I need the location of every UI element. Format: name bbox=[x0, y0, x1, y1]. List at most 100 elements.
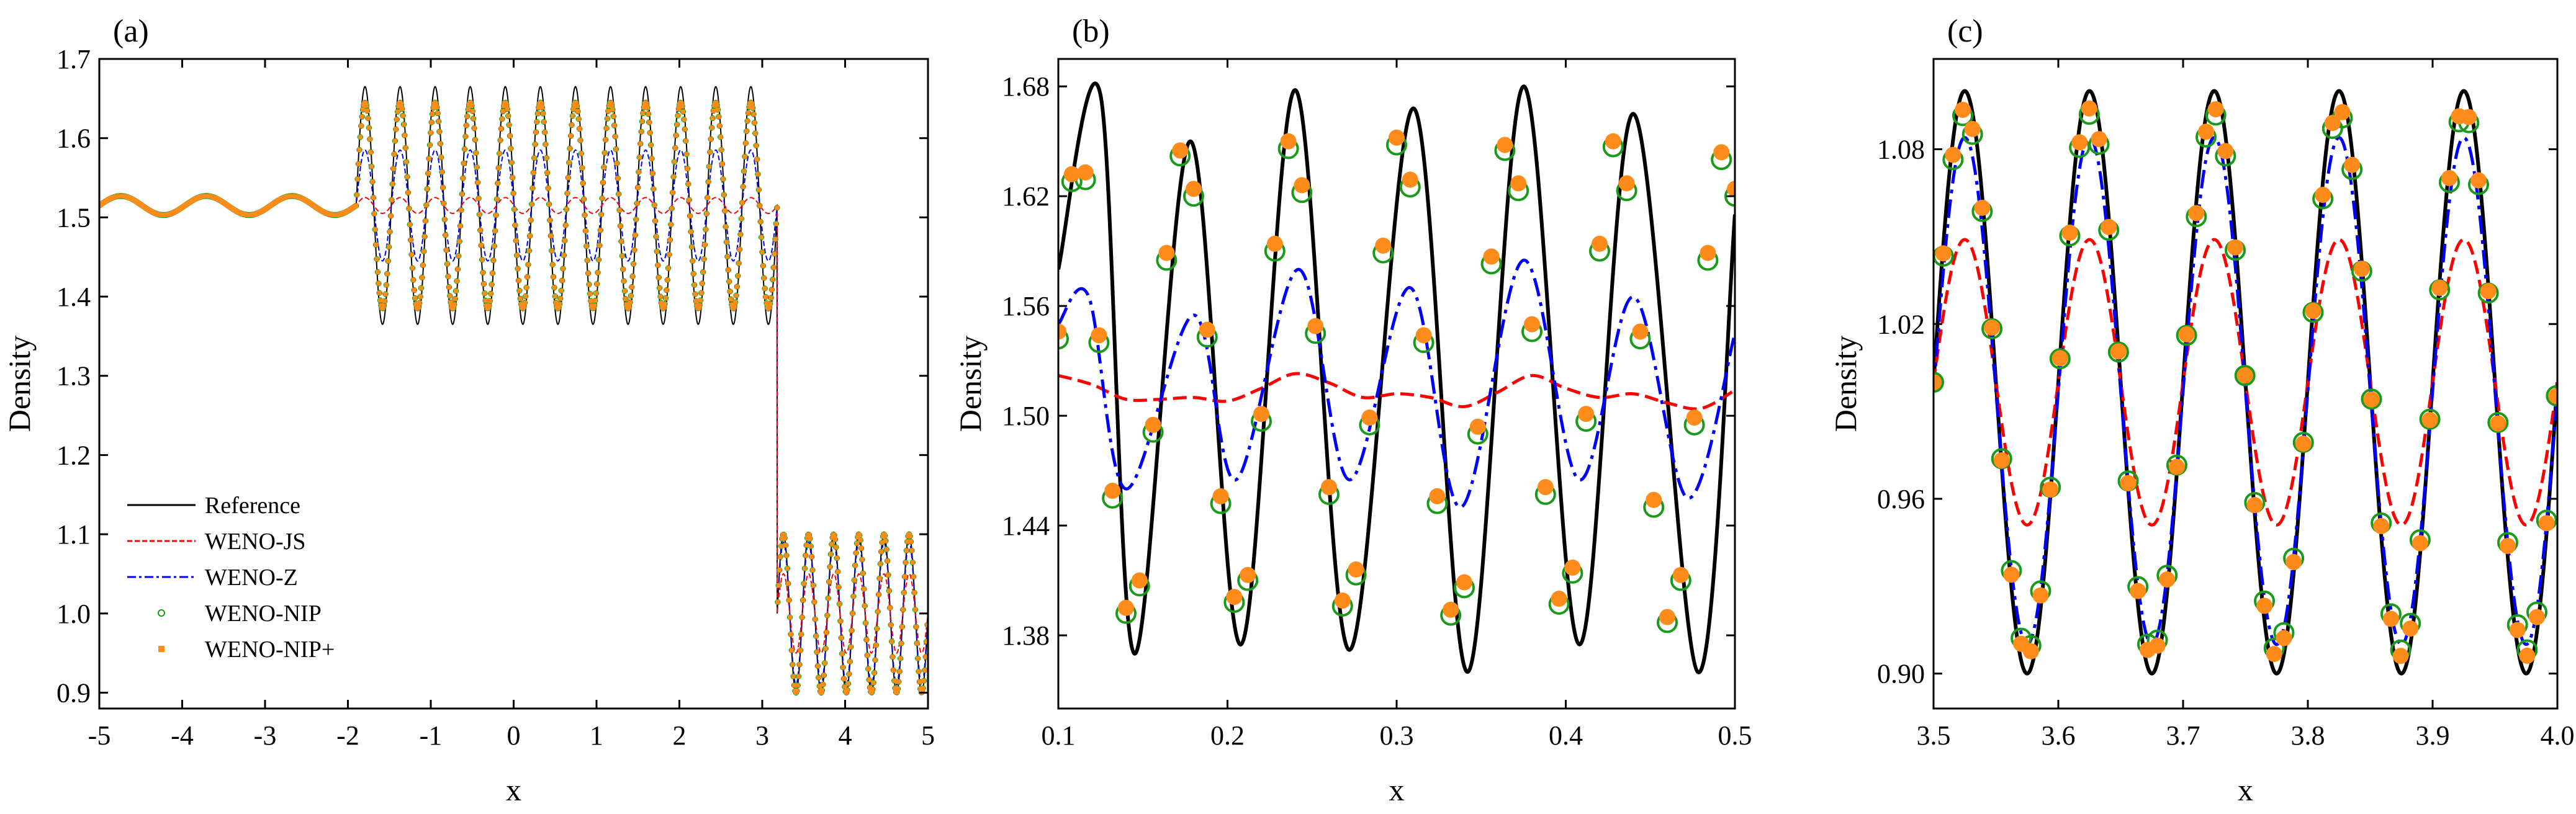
marker-wenonip bbox=[420, 262, 426, 269]
marker-wenonipplus bbox=[872, 670, 877, 675]
marker-wenonipplus bbox=[459, 192, 464, 197]
marker-wenonip bbox=[409, 265, 416, 271]
marker-wenonip bbox=[666, 251, 672, 258]
marker-wenonipplus bbox=[604, 126, 609, 131]
marker-wenonipplus bbox=[596, 257, 601, 262]
x-tick-label: 0.5 bbox=[1718, 720, 1752, 751]
marker-wenonipplus bbox=[783, 543, 788, 548]
marker-wenonipplus bbox=[517, 288, 522, 293]
marker-wenonip bbox=[549, 248, 555, 254]
marker-wenonipplus bbox=[639, 129, 644, 134]
marker-wenonipplus bbox=[354, 192, 359, 197]
marker-wenonipplus bbox=[649, 143, 654, 148]
marker-wenonipplus bbox=[448, 300, 453, 305]
marker-wenonipplus bbox=[826, 596, 831, 601]
marker-wenonipplus bbox=[754, 143, 759, 148]
marker-wenonipplus bbox=[575, 109, 580, 114]
plot-area bbox=[1934, 89, 2557, 676]
marker-wenonip bbox=[567, 133, 574, 139]
marker-wenonipplus bbox=[505, 107, 510, 112]
marker-wenonipplus bbox=[583, 228, 588, 233]
marker-wenonip bbox=[790, 661, 796, 668]
marker-wenonipplus bbox=[809, 554, 814, 559]
legend-swatch bbox=[158, 609, 165, 617]
marker-wenonipplus bbox=[791, 674, 796, 679]
legend-item-wenoz: WENO-Z bbox=[127, 565, 298, 591]
marker-wenonipplus bbox=[363, 101, 368, 105]
marker-wenonip bbox=[708, 125, 715, 131]
marker-wenonipplus bbox=[515, 253, 520, 257]
marker-wenonip bbox=[801, 580, 807, 587]
marker-wenonipplus bbox=[541, 119, 546, 124]
marker-wenonipplus bbox=[652, 202, 657, 207]
marker-wenonipplus bbox=[439, 154, 444, 159]
marker-wenonipplus bbox=[781, 532, 786, 537]
marker-wenonip bbox=[516, 287, 523, 294]
marker-wenonip bbox=[370, 194, 377, 201]
marker-wenonip bbox=[771, 251, 778, 257]
x-tick-label: 0.2 bbox=[1210, 720, 1245, 751]
marker-wenonipplus bbox=[796, 674, 801, 679]
marker-wenonipplus bbox=[723, 224, 728, 229]
marker-wenonip bbox=[668, 221, 674, 228]
marker-wenonip bbox=[770, 264, 777, 271]
marker-wenonipplus bbox=[558, 296, 563, 301]
marker-wenonip bbox=[412, 295, 418, 302]
marker-wenonipplus bbox=[803, 553, 808, 558]
marker-wenonipplus bbox=[663, 296, 668, 301]
marker-wenonipplus bbox=[825, 613, 830, 618]
marker-wenonip bbox=[529, 185, 536, 192]
marker-wenonip bbox=[826, 579, 832, 585]
marker-wenonip bbox=[638, 128, 644, 135]
x-tick-label: -2 bbox=[336, 720, 359, 751]
marker-wenonipplus bbox=[853, 563, 858, 568]
marker-wenonipplus bbox=[476, 196, 481, 201]
marker-wenonip bbox=[759, 249, 765, 256]
marker-wenonip bbox=[740, 184, 746, 190]
marker-wenonipplus bbox=[518, 296, 523, 301]
marker-wenonipplus bbox=[870, 687, 875, 692]
marker-wenonip bbox=[872, 657, 878, 663]
marker-wenonipplus bbox=[515, 266, 520, 271]
marker-wenonipplus bbox=[875, 609, 880, 614]
marker-wenonipplus bbox=[395, 109, 400, 114]
marker-wenonipplus bbox=[388, 213, 393, 218]
y-tick-label: 1.0 bbox=[56, 599, 91, 629]
marker-wenonip bbox=[462, 133, 469, 140]
marker-wenonipplus bbox=[425, 187, 430, 192]
marker-wenonip bbox=[541, 119, 547, 125]
marker-wenonipplus bbox=[474, 150, 479, 155]
marker-wenonip bbox=[809, 567, 816, 573]
marker-wenonipplus bbox=[832, 537, 837, 542]
marker-wenonipplus bbox=[524, 285, 529, 290]
marker-wenonip bbox=[473, 150, 479, 156]
marker-wenonip bbox=[2176, 324, 2197, 346]
marker-wenonipplus bbox=[799, 632, 804, 637]
marker-wenonipplus bbox=[459, 208, 464, 213]
marker-wenonipplus bbox=[491, 258, 496, 263]
marker-wenonipplus bbox=[533, 142, 538, 147]
marker-wenonipplus bbox=[421, 249, 426, 254]
marker-wenonip bbox=[665, 265, 672, 271]
marker-wenonipplus bbox=[2120, 475, 2137, 491]
marker-wenonipplus bbox=[2061, 225, 2078, 241]
marker-wenonipplus bbox=[721, 192, 726, 197]
marker-wenonipplus bbox=[744, 128, 749, 133]
series-line-reference bbox=[1058, 81, 1735, 674]
marker-wenonip bbox=[461, 160, 467, 166]
marker-wenonipplus bbox=[532, 156, 537, 161]
marker-wenonipplus bbox=[719, 147, 724, 152]
marker-wenonip bbox=[383, 282, 390, 288]
marker-wenonipplus bbox=[773, 237, 778, 242]
marker-wenonipplus bbox=[571, 107, 576, 112]
marker-wenonipplus bbox=[896, 679, 901, 684]
marker-wenonipplus bbox=[471, 116, 476, 121]
marker-wenonipplus bbox=[1727, 181, 1735, 197]
marker-wenonipplus bbox=[714, 101, 719, 105]
marker-wenonip bbox=[391, 151, 397, 158]
marker-wenonipplus bbox=[858, 538, 863, 543]
marker-wenonipplus bbox=[391, 166, 396, 171]
marker-wenonipplus bbox=[824, 630, 829, 635]
marker-wenonipplus bbox=[910, 560, 915, 565]
marker-wenonipplus bbox=[1618, 175, 1635, 192]
